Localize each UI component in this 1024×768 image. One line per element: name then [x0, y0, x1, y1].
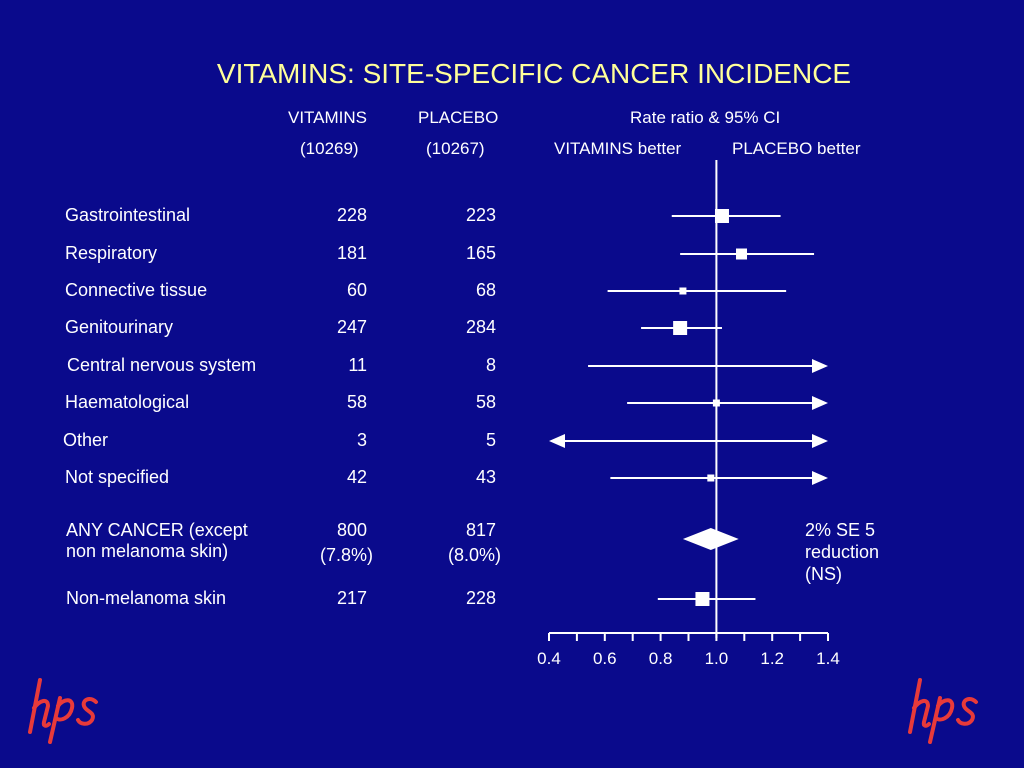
total-placebo-pct: (8.0%) [447, 545, 501, 565]
row-other-point [602, 440, 607, 442]
row-respiratory-point [736, 248, 748, 260]
row-other-arrow-right [812, 434, 828, 448]
vitamins-count-central-nervous-system: 11 [348, 355, 367, 375]
vitamins-count-gastrointestinal: 228 [336, 205, 367, 225]
row-not-specified-point [707, 474, 715, 482]
x-tick-label: 1.4 [816, 649, 840, 668]
row-central-nervous-system-arrow-right [812, 359, 828, 373]
total-note-line1: 2% SE 5 [805, 520, 876, 540]
row-connective-tissue-point [679, 287, 687, 295]
row-label-non-melanoma-skin: Non-melanoma skin [66, 588, 227, 608]
total-vitamins: 800 [336, 520, 367, 540]
placebo-count-non-melanoma-skin: 228 [465, 588, 496, 608]
total-note-line2: reduction [805, 542, 880, 562]
placebo-header: PLACEBO [418, 108, 499, 127]
hps-logo-left [28, 678, 98, 744]
placebo-count-connective-tissue: 68 [475, 280, 496, 300]
placebo-count-not-specified: 43 [475, 467, 496, 487]
vitamins-count-respiratory: 181 [336, 243, 367, 263]
row-non-melanoma-skin-point [695, 592, 710, 606]
x-tick-label: 1.2 [760, 649, 784, 668]
row-not-specified-arrow-right [812, 471, 828, 485]
row-label-gastrointestinal: Gastrointestinal [65, 205, 191, 225]
vitamins-better-label: VITAMINS better [554, 139, 682, 158]
placebo-count-other: 5 [485, 430, 496, 450]
vitamins-count-connective-tissue: 60 [346, 280, 367, 300]
row-label-central-nervous-system: Central nervous system [67, 355, 257, 375]
placebo-count-gastrointestinal: 223 [465, 205, 496, 225]
x-tick-label: 0.6 [593, 649, 617, 668]
total-diamond [682, 528, 739, 550]
placebo-count-haematological: 58 [475, 392, 496, 412]
vitamins-count-not-specified: 42 [346, 467, 367, 487]
row-label-respiratory: Respiratory [65, 243, 158, 263]
ci-header: Rate ratio & 95% CI [630, 108, 781, 127]
placebo-count-genitourinary: 284 [465, 317, 496, 337]
total-label-line1: ANY CANCER (except [66, 520, 248, 540]
row-gastrointestinal-point [714, 209, 729, 223]
placebo-n-header: (10267) [426, 139, 485, 158]
vitamins-count-non-melanoma-skin: 217 [336, 588, 367, 608]
vitamins-count-haematological: 58 [346, 392, 367, 412]
row-haematological-arrow-right [812, 396, 828, 410]
row-genitourinary-point [673, 321, 688, 335]
row-label-not-specified: Not specified [65, 467, 170, 487]
placebo-count-respiratory: 165 [465, 243, 496, 263]
row-other-arrow-left [549, 434, 565, 448]
row-haematological-point [712, 399, 720, 407]
x-tick-label: 0.8 [649, 649, 673, 668]
placebo-count-central-nervous-system: 8 [485, 355, 496, 375]
hps-logo-right [908, 678, 978, 744]
vitamins-count-other: 3 [356, 430, 367, 450]
vitamins-n-header: (10269) [300, 139, 359, 158]
total-note-line3: (NS) [805, 564, 842, 584]
x-tick-label: 0.4 [537, 649, 561, 668]
total-label-line2: non melanoma skin) [66, 541, 229, 561]
row-label-genitourinary: Genitourinary [65, 317, 174, 337]
total-placebo: 817 [465, 520, 496, 540]
row-label-connective-tissue: Connective tissue [65, 280, 208, 300]
row-label-other: Other [63, 430, 109, 450]
total-vitamins-pct: (7.8%) [319, 545, 373, 565]
page-title: VITAMINS: SITE-SPECIFIC CANCER INCIDENCE [216, 58, 852, 89]
vitamins-count-genitourinary: 247 [336, 317, 367, 337]
vitamins-header: VITAMINS [288, 108, 368, 127]
row-label-haematological: Haematological [65, 392, 190, 412]
placebo-better-label: PLACEBO better [732, 139, 861, 158]
x-tick-label: 1.0 [705, 649, 729, 668]
